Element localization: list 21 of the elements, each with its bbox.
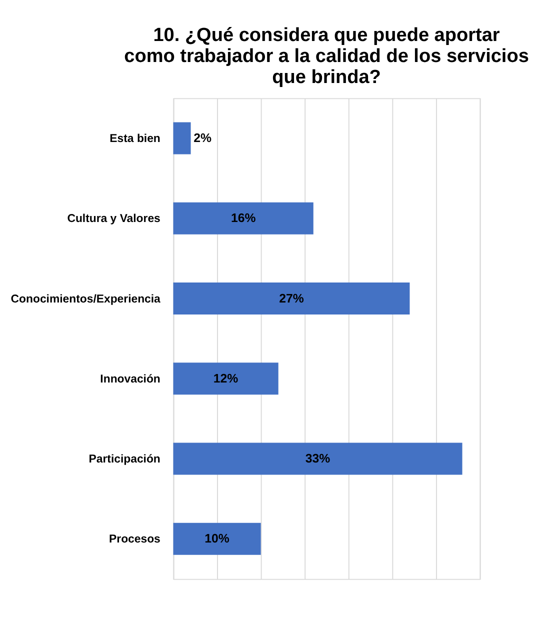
data-label: 33% [305,452,330,466]
text: como trabajador a la calidad de los servicios [124,46,529,67]
data-label: 10% [204,532,230,546]
bar [173,122,191,154]
data-label: 12% [213,371,238,386]
y-tick-label: Innovación [100,373,160,386]
y-tick-label: Participación [88,454,160,466]
text: que brinda? [272,66,381,88]
y-tick-label: Conocimientos/Experiencia [10,293,162,306]
text: 10. ¿Qué considera que puede aportar [153,25,500,46]
bar [173,282,410,314]
bar [173,202,314,234]
y-tick-label: Esta bien [110,133,160,146]
bar [173,442,462,475]
bar [173,522,261,555]
data-label: 27% [279,291,304,306]
data-label: 16% [230,211,256,226]
data-label: 2% [194,131,212,146]
y-tick-label: Cultura y Valores [67,213,160,226]
y-tick-label: Procesos [109,534,160,546]
bar [173,362,278,395]
